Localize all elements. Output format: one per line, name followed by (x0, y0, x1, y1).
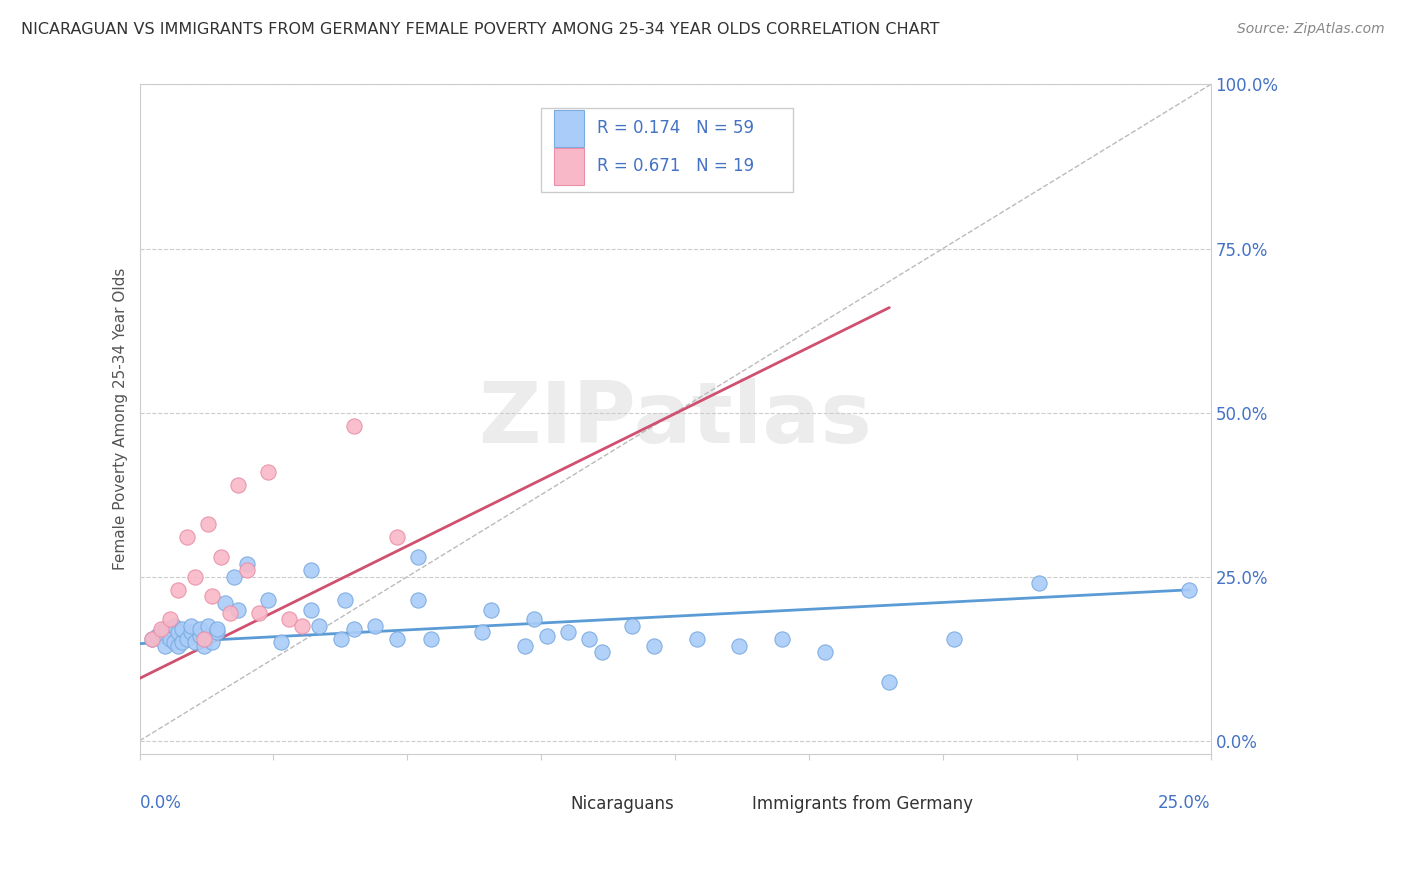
Point (214, 596, 236, 610)
Point (159, 612, 181, 626)
Text: 25.0%: 25.0% (1159, 794, 1211, 812)
Point (149, 625, 172, 640)
Y-axis label: Female Poverty Among 25-34 Year Olds: Female Poverty Among 25-34 Year Olds (114, 268, 128, 570)
Text: NICARAGUAN VS IMMIGRANTS FROM GERMANY FEMALE POVERTY AMONG 25-34 YEAR OLDS CORRE: NICARAGUAN VS IMMIGRANTS FROM GERMANY FE… (21, 22, 939, 37)
Point (184, 570, 207, 584)
Point (249, 606, 271, 620)
Point (299, 563, 322, 577)
Point (591, 645, 613, 659)
Point (557, 625, 579, 640)
Bar (536, 791, 560, 817)
Point (385, 632, 408, 646)
Point (188, 622, 211, 636)
Point (291, 619, 314, 633)
Point (180, 625, 202, 640)
Point (343, 622, 366, 636)
Point (180, 619, 202, 633)
Point (222, 570, 245, 584)
Point (406, 592, 429, 607)
Point (235, 557, 257, 571)
Point (406, 549, 429, 564)
Text: R = 0.174   N = 59: R = 0.174 N = 59 (598, 120, 754, 137)
Point (163, 619, 186, 633)
FancyBboxPatch shape (541, 108, 793, 192)
Text: R = 0.671   N = 19: R = 0.671 N = 19 (598, 158, 754, 176)
Point (193, 639, 215, 653)
Point (145, 629, 167, 643)
Point (308, 619, 330, 633)
Point (942, 632, 965, 646)
Text: ZIPatlas: ZIPatlas (478, 377, 872, 460)
Point (578, 632, 600, 646)
Point (643, 639, 665, 653)
Point (163, 635, 186, 649)
Text: 0.0%: 0.0% (139, 794, 181, 812)
Point (235, 563, 257, 577)
Point (1178, 582, 1201, 597)
Point (226, 478, 249, 492)
Point (201, 590, 224, 604)
Point (471, 625, 494, 640)
Text: Source: ZipAtlas.com: Source: ZipAtlas.com (1237, 22, 1385, 37)
Point (188, 629, 211, 643)
Point (343, 418, 366, 433)
Point (728, 639, 751, 653)
Point (209, 549, 232, 564)
Point (197, 517, 219, 532)
Point (270, 635, 292, 649)
Point (685, 632, 707, 646)
Point (814, 645, 837, 659)
Point (172, 635, 194, 649)
Point (257, 592, 280, 607)
Point (479, 602, 502, 616)
Bar (554, 148, 583, 185)
Point (176, 530, 198, 544)
Point (329, 632, 352, 646)
Point (205, 625, 228, 640)
Point (523, 612, 546, 626)
Point (513, 639, 536, 653)
Point (385, 530, 408, 544)
Bar (554, 110, 583, 146)
Point (770, 632, 793, 646)
Point (167, 625, 190, 640)
Point (1028, 576, 1050, 591)
Point (299, 602, 322, 616)
Point (172, 622, 194, 636)
Point (621, 619, 644, 633)
Point (201, 635, 224, 649)
Text: Immigrants from Germany: Immigrants from Germany (752, 796, 973, 814)
Point (205, 622, 228, 636)
Bar (718, 791, 741, 817)
Point (536, 629, 558, 643)
Point (155, 639, 177, 653)
Point (141, 632, 163, 646)
Point (197, 619, 219, 633)
Point (176, 632, 198, 646)
Point (364, 619, 387, 633)
Point (149, 622, 172, 636)
Point (184, 635, 207, 649)
Point (193, 632, 215, 646)
Point (419, 632, 441, 646)
Point (141, 632, 163, 646)
Point (167, 582, 190, 597)
Point (197, 629, 219, 643)
Point (218, 606, 240, 620)
Point (159, 632, 181, 646)
Point (335, 592, 357, 607)
Point (226, 602, 249, 616)
Point (257, 465, 280, 479)
Point (879, 674, 901, 689)
Point (278, 612, 301, 626)
Point (167, 639, 190, 653)
Point (155, 622, 177, 636)
Text: Nicaraguans: Nicaraguans (569, 796, 673, 814)
